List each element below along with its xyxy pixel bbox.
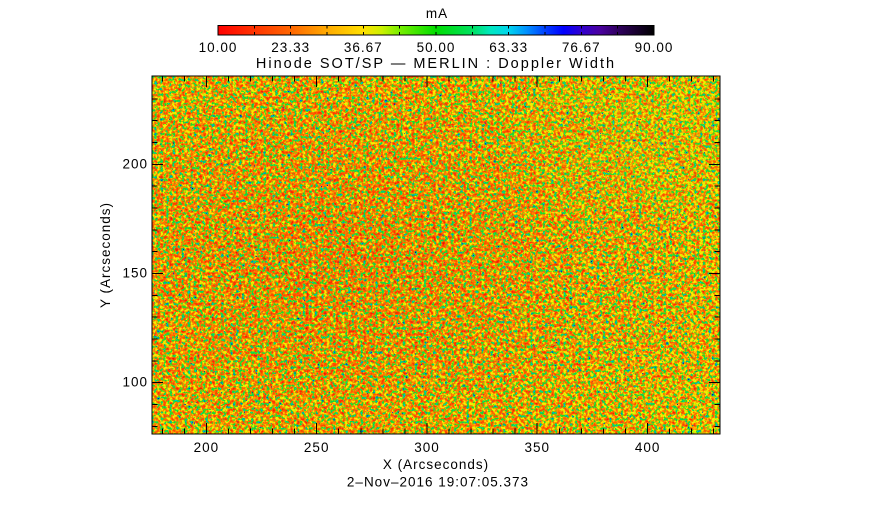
svg-text:Hinode SOT/SP — MERLIN : Doppl: Hinode SOT/SP — MERLIN : Doppler Width xyxy=(256,56,616,72)
svg-text:50.00: 50.00 xyxy=(417,40,456,55)
svg-text:350: 350 xyxy=(525,440,551,455)
svg-text:mA: mA xyxy=(426,6,448,21)
svg-text:150: 150 xyxy=(122,266,148,281)
svg-text:300: 300 xyxy=(414,440,440,455)
svg-text:76.67: 76.67 xyxy=(562,40,601,55)
svg-text:90.00: 90.00 xyxy=(635,40,674,55)
svg-text:36.67: 36.67 xyxy=(344,40,383,55)
svg-text:X (Arcseconds): X (Arcseconds) xyxy=(383,457,489,472)
svg-text:200: 200 xyxy=(194,440,220,455)
svg-text:23.33: 23.33 xyxy=(271,40,310,55)
svg-text:10.00: 10.00 xyxy=(199,40,238,55)
svg-text:63.33: 63.33 xyxy=(489,40,528,55)
svg-text:200: 200 xyxy=(122,157,148,172)
svg-text:250: 250 xyxy=(304,440,330,455)
svg-text:2–Nov–2016 19:07:05.373: 2–Nov–2016 19:07:05.373 xyxy=(347,475,529,490)
svg-text:Y (Arcseconds): Y (Arcseconds) xyxy=(98,202,113,308)
svg-text:400: 400 xyxy=(635,440,661,455)
svg-text:100: 100 xyxy=(122,375,148,390)
